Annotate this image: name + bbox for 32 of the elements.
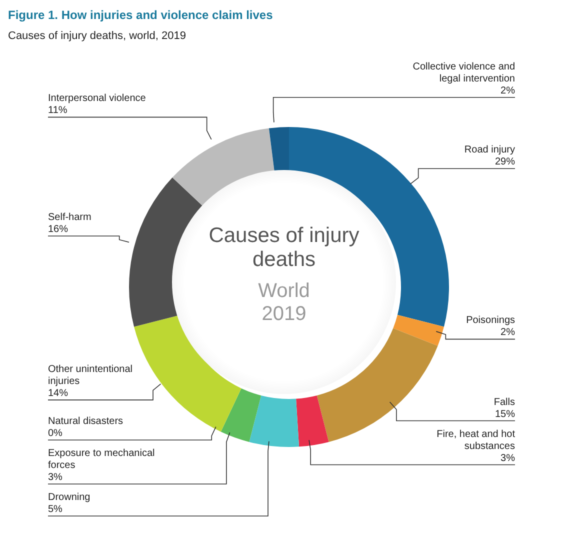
donut-slice xyxy=(134,314,242,432)
slice-label: Fire, heat and hot substances xyxy=(436,428,516,452)
donut-slice xyxy=(220,388,262,442)
slice-label: Interpersonal violence xyxy=(48,93,146,104)
data-label: 29% xyxy=(494,156,516,168)
data-label: 11% xyxy=(48,105,68,116)
text: Causes of injury deaths xyxy=(208,224,360,272)
category-label: Natural disasters xyxy=(48,416,124,427)
data-label: 2% xyxy=(500,327,516,338)
slice-label: Drowning xyxy=(48,492,90,503)
data-label: 16% xyxy=(48,224,68,235)
donut-slice xyxy=(393,314,444,346)
slice-label: Falls xyxy=(494,396,515,408)
text: World 2019 xyxy=(257,280,311,326)
data-label: 2% xyxy=(500,85,516,96)
slice-label: Self-harm xyxy=(48,212,92,223)
data-label: 3% xyxy=(500,452,516,464)
slice-label: Exposure to mechanical forces xyxy=(48,448,155,471)
chart-subtitle: Causes of injury deaths, world, 2019 xyxy=(8,30,187,42)
donut-slice xyxy=(316,328,438,442)
slice-label: Other unintentional injuries xyxy=(48,364,133,387)
donut-slice xyxy=(249,395,300,447)
donut-slice xyxy=(296,395,329,447)
data-label: 3% xyxy=(48,472,63,483)
slice-label: Poisonings xyxy=(466,315,515,326)
text: 0% xyxy=(48,428,62,439)
data-label: 14% xyxy=(48,388,68,399)
data-label: 15% xyxy=(494,408,516,420)
chart-title: Figure 1. How injuries and violence claim lives xyxy=(8,8,274,22)
slice-label: Road injury xyxy=(464,144,515,156)
slice-label: Collective violence and legal intervention xyxy=(412,61,515,84)
data-label: 5% xyxy=(48,504,63,515)
